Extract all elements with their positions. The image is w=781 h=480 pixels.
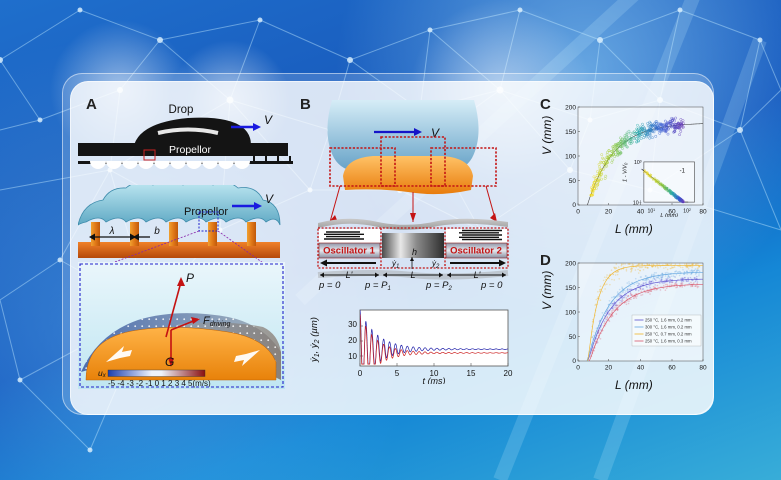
svg-text:20: 20	[605, 209, 613, 216]
svg-text:0: 0	[358, 369, 363, 378]
svg-text:0: 0	[572, 202, 576, 209]
svg-text:p = P1: p = P1	[364, 280, 391, 292]
svg-text:100: 100	[565, 154, 576, 161]
svg-text:p = 0: p = 0	[480, 280, 503, 291]
svg-text:50: 50	[569, 178, 577, 185]
svg-text:5: 5	[395, 369, 400, 378]
svg-text:V: V	[431, 126, 440, 140]
svg-text:0: 0	[572, 358, 576, 365]
svg-text:150: 150	[565, 129, 576, 136]
svg-text:101: 101	[647, 208, 655, 214]
svg-text:L': L'	[346, 270, 353, 280]
svg-text:p = P2: p = P2	[425, 280, 452, 292]
svg-text:t (ms): t (ms)	[423, 376, 446, 384]
svg-text:200: 200	[565, 105, 576, 112]
svg-text:20: 20	[504, 369, 513, 378]
svg-text:Propellor: Propellor	[169, 144, 212, 156]
svg-text:L (mm): L (mm)	[660, 213, 678, 217]
svg-text:-1: -1	[680, 168, 686, 174]
svg-text:80: 80	[699, 365, 707, 372]
svg-text:20: 20	[605, 365, 613, 372]
svg-text:60: 60	[668, 365, 676, 372]
svg-text:300 °C, 1.6 mm, 0.2 mm: 300 °C, 1.6 mm, 0.2 mm	[645, 325, 692, 330]
svg-text:h: h	[412, 247, 417, 257]
svg-text:10: 10	[348, 352, 357, 361]
svg-text:40: 40	[637, 365, 645, 372]
svg-text:250 °C, 1.6 mm, 0.2 mm: 250 °C, 1.6 mm, 0.2 mm	[645, 318, 692, 323]
svg-text:250 °C, 1.6 mm, 0.3 mm: 250 °C, 1.6 mm, 0.3 mm	[645, 339, 692, 344]
svg-text:20: 20	[348, 336, 357, 345]
svg-text:100: 100	[634, 160, 642, 166]
svg-text:b: b	[154, 226, 160, 237]
svg-text:ẏ2: ẏ2	[431, 259, 440, 270]
svg-text:Oscillator 1: Oscillator 1	[323, 246, 375, 257]
svg-text:λ: λ	[109, 226, 115, 237]
svg-text:Oscillator 2: Oscillator 2	[450, 246, 502, 257]
svg-text:102: 102	[683, 208, 691, 214]
svg-text:50: 50	[569, 334, 577, 341]
svg-text:100: 100	[565, 310, 576, 317]
svg-text:G: G	[165, 355, 174, 369]
svg-text:0: 0	[576, 365, 580, 372]
svg-text:P: P	[186, 271, 194, 285]
svg-text:250 °C, 0.7 mm, 0.2 mm: 250 °C, 0.7 mm, 0.2 mm	[645, 332, 692, 337]
svg-text:Drop: Drop	[169, 104, 194, 116]
svg-text:10-1: 10-1	[633, 200, 642, 206]
svg-text:30: 30	[348, 320, 357, 329]
svg-text:1 - V/V₀: 1 - V/V₀	[623, 162, 629, 182]
svg-text:0: 0	[576, 209, 580, 216]
svg-text:p = 0: p = 0	[318, 280, 341, 291]
svg-text:15: 15	[467, 369, 476, 378]
svg-text:150: 150	[565, 285, 576, 292]
svg-text:200: 200	[565, 261, 576, 268]
svg-text:L: L	[410, 270, 415, 280]
svg-text:L': L'	[474, 270, 481, 280]
